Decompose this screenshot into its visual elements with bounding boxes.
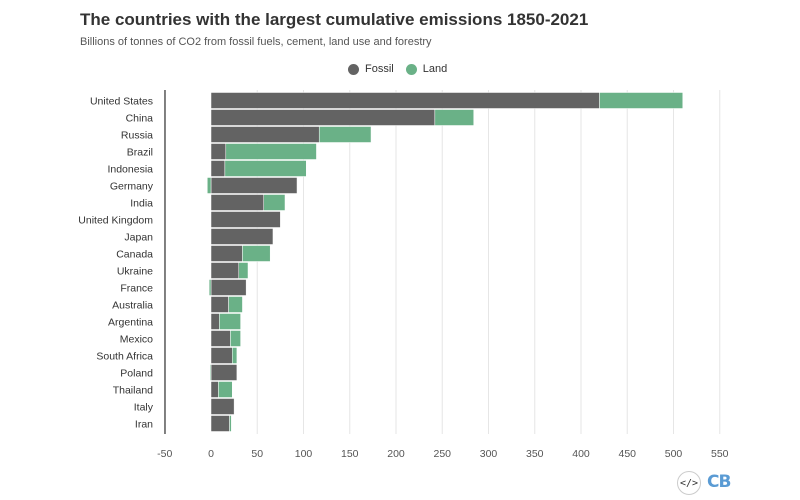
bar-land [224,160,307,177]
bar-land [238,262,249,279]
category-label: Japan [124,232,153,244]
bar-fossil [210,262,239,279]
bar-fossil [210,143,227,160]
category-label: Iran [135,419,153,431]
category-label: Canada [116,249,153,261]
bar-land [230,330,241,347]
bar-fossil [210,279,247,296]
bar-fossil [210,245,243,262]
category-label: United States [90,96,153,108]
bar-fossil [210,160,226,177]
category-label: Ukraine [117,266,153,278]
x-tick-labels: -50 0 50 100 150 200 250 300 350 400 450 500 550 [157,448,729,460]
bar-fossil [210,177,298,194]
bar-land [263,194,286,211]
x-tick-label: -50 [157,448,172,460]
bar-fossil [210,194,264,211]
bars [207,92,683,432]
category-label: Thailand [113,385,153,397]
bar-fossil [210,364,238,381]
chart-title: The countries with the largest cumulativ… [80,10,589,29]
category-label: India [130,198,153,210]
category-label: Mexico [120,334,153,346]
embed-button[interactable]: </> [677,471,701,495]
x-tick-label: 350 [526,448,544,460]
bar-fossil [210,126,320,143]
category-label: Russia [121,130,153,142]
category-label: Germany [110,181,154,193]
bar-fossil [210,211,281,228]
x-tick-label: 450 [618,448,636,460]
legend: Fossil Land [348,63,447,75]
bar-land [232,347,238,364]
bar-land [434,109,474,126]
x-tick-label: 550 [711,448,729,460]
x-tick-label: 150 [341,448,359,460]
category-label: Indonesia [107,164,153,176]
category-labels: United States China Russia Brazil Indonesia G… [78,96,153,431]
legend-label-land: Land [422,63,448,75]
chart-subtitle: Billions of tonnes of CO2 from fossil fu… [80,36,432,48]
category-label: China [126,113,154,125]
bar-land [318,126,372,143]
bar-fossil [210,398,235,415]
carbon-brief-logo: CB [707,472,731,492]
category-label: United Kingdom [78,215,153,227]
bar-land [242,245,271,262]
bar-fossil [210,347,233,364]
legend-item-land: Land [405,63,448,75]
category-label: France [120,283,153,295]
bar-fossil [210,109,436,126]
bar-fossil [210,296,229,313]
bar-land [225,143,317,160]
x-tick-label: 200 [387,448,405,460]
legend-label-fossil: Fossil [365,63,394,75]
bar-land [208,279,212,296]
x-tick-label: 0 [208,448,214,460]
x-tick-label: 300 [480,448,498,460]
bar-fossil [210,92,600,109]
legend-swatch-fossil [348,63,359,75]
bar-fossil [210,228,274,245]
bar-fossil [210,330,231,347]
x-tick-label: 100 [295,448,313,460]
x-tick-label: 250 [433,448,451,460]
bar-land [218,381,233,398]
bar-land [599,92,683,109]
category-label: South Africa [96,351,153,363]
category-label: Poland [120,368,153,380]
category-label: Italy [134,402,154,414]
legend-item-fossil: Fossil [348,63,394,75]
category-label: Australia [112,300,153,312]
bar-land [219,313,241,330]
bar-fossil [210,415,230,432]
bar-fossil [210,381,219,398]
x-tick-label: 500 [665,448,683,460]
x-tick-label: 50 [251,448,263,460]
legend-swatch-land [405,63,417,75]
category-label: Argentina [108,317,153,329]
gridlines [164,90,721,434]
bar-land [209,364,212,381]
bar-fossil [210,313,220,330]
category-label: Brazil [127,147,153,159]
x-tick-label: 400 [572,448,590,460]
bar-land [229,415,232,432]
bar-land [228,296,243,313]
bar-land [207,177,212,194]
